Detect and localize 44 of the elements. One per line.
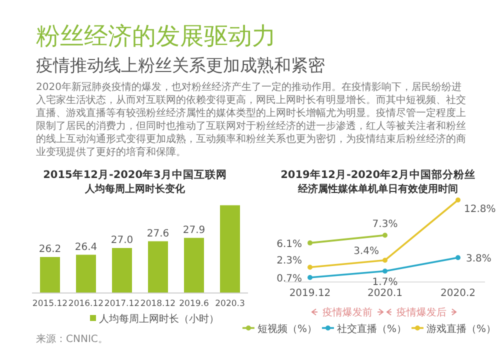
point bbox=[456, 255, 460, 260]
x-tick-label: 2018.12 bbox=[140, 299, 176, 309]
legend-label: 社交直播（%） bbox=[336, 323, 406, 335]
point bbox=[308, 240, 312, 246]
chart-title: 2019年12月-2020年2月中国部分粉丝 bbox=[280, 168, 476, 181]
x-tick-label: 2019.12 bbox=[289, 288, 331, 299]
data-label: 27.0 bbox=[110, 235, 134, 246]
data-label: 3.8% bbox=[466, 254, 492, 265]
text: 疫情推动线上粉丝关系更加成熟和紧密 bbox=[36, 56, 325, 76]
data-label: 6.1% bbox=[276, 238, 302, 250]
text: 疫情爆发前 bbox=[322, 306, 372, 318]
source-note: 来源：CNNIC。 bbox=[36, 333, 108, 345]
point bbox=[382, 268, 388, 274]
data-label: 27.6 bbox=[146, 228, 170, 240]
point bbox=[308, 264, 312, 270]
chart-subtitle: 经济属性媒体单机单日有效使用时间 bbox=[297, 183, 458, 195]
text: 粉丝经济的发展驱动力 bbox=[36, 22, 276, 50]
data-label: 1.7% bbox=[372, 277, 398, 288]
data-label: 3.4% bbox=[354, 246, 379, 258]
x-tick-label: 2020.3 bbox=[215, 299, 245, 309]
x-tick-label: 2019.6 bbox=[179, 299, 209, 309]
point bbox=[382, 258, 388, 263]
text: 2020年新冠肺炎疫情的爆发，也对粉丝经济产生了一定的推动作用。在疫情影响下，居民纷纷进入宅家生活状态，从而对互联网的依赖变得更高，网民上网时长有明显增长。而其中短视频、社交直播、游戏直播等有较强粉丝经济属性的媒体类型的上网时长增幅尤为明显。疫情尽管一定程度上限制了居民的消费力，但同时也推动了互联网对于粉丝经济的进一步渗透，红人等被关注者和粉丝的线上互动沟通形式变得更加成熟，互动频率和粉丝关系也更为密切，为疫情结束后粉丝经济的商业变现提供了更好的培育和保障。 bbox=[36, 81, 466, 158]
data-label: 26.4 bbox=[74, 242, 98, 253]
data-label: 27.9 bbox=[182, 224, 206, 236]
x-tick-label: 2016.12 bbox=[68, 299, 104, 309]
data-label: 0.7% bbox=[276, 274, 302, 285]
point bbox=[382, 232, 388, 238]
point bbox=[308, 275, 312, 280]
x-tick-label: 2015.12 bbox=[32, 299, 68, 309]
legend-label: 人均每周上网时长（小时） bbox=[99, 313, 219, 325]
legend-label: 游戏直播（%） bbox=[426, 323, 496, 335]
x-tick-label: 2017.12 bbox=[104, 299, 140, 309]
x-tick-label: 2020.1 bbox=[368, 288, 402, 299]
data-label: 2.3% bbox=[276, 255, 302, 266]
text: 疫情爆发后 bbox=[396, 306, 446, 318]
legend-label: 短视频（%） bbox=[257, 323, 317, 335]
x-tick-label: 2020.2 bbox=[440, 288, 476, 299]
chart-title: 2015年12月-2020年3月中国互联网 bbox=[43, 168, 227, 181]
data-label: 26.2 bbox=[38, 244, 62, 255]
data-label: 7.3% bbox=[372, 219, 398, 230]
point bbox=[456, 198, 460, 202]
data-label: 12.8% bbox=[464, 204, 496, 215]
chart-subtitle: 人均每周上网时长变化 bbox=[84, 183, 186, 195]
